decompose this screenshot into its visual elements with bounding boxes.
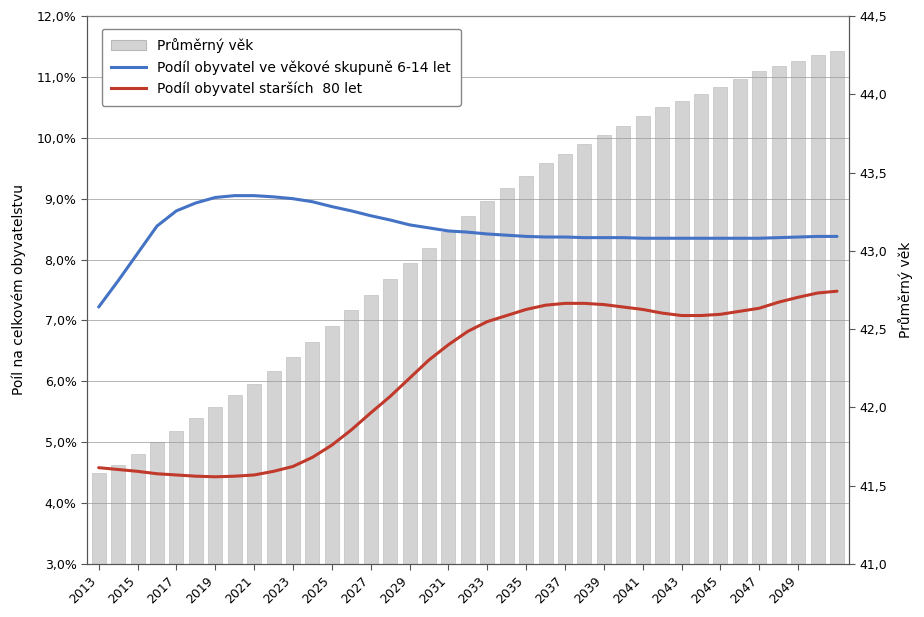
- Y-axis label: Poíl na celkovém obyvatelstvu: Poíl na celkovém obyvatelstvu: [11, 184, 26, 395]
- Bar: [442, 232, 456, 564]
- Legend: Průměrný věk, Podíl obyvatel ve věkové skupuně 6-14 let, Podíl obyvatel starších: Průměrný věk, Podíl obyvatel ve věkové s…: [102, 28, 460, 106]
- Bar: [247, 384, 261, 564]
- Bar: [752, 71, 766, 564]
- Bar: [539, 164, 553, 564]
- Bar: [383, 279, 397, 564]
- Bar: [500, 188, 514, 564]
- Bar: [111, 465, 125, 564]
- Bar: [655, 107, 669, 564]
- Bar: [597, 135, 611, 564]
- Bar: [830, 51, 844, 564]
- Bar: [578, 144, 591, 564]
- Bar: [461, 217, 475, 564]
- Bar: [266, 371, 281, 564]
- Bar: [733, 79, 747, 564]
- Bar: [558, 154, 572, 564]
- Bar: [713, 86, 727, 564]
- Bar: [480, 201, 494, 564]
- Bar: [188, 418, 202, 564]
- Bar: [91, 473, 105, 564]
- Bar: [169, 431, 183, 564]
- Bar: [208, 407, 223, 564]
- Bar: [772, 66, 785, 564]
- Bar: [130, 454, 144, 564]
- Bar: [694, 94, 708, 564]
- Bar: [675, 101, 688, 564]
- Bar: [519, 176, 533, 564]
- Bar: [364, 295, 378, 564]
- Bar: [227, 395, 242, 564]
- Bar: [791, 62, 805, 564]
- Bar: [810, 56, 824, 564]
- Bar: [422, 247, 436, 564]
- Y-axis label: Průměrný věk: Průměrný věk: [898, 242, 913, 338]
- Bar: [286, 357, 300, 564]
- Bar: [636, 116, 650, 564]
- Bar: [150, 442, 164, 564]
- Bar: [616, 126, 630, 564]
- Bar: [325, 326, 339, 564]
- Bar: [345, 310, 359, 564]
- Bar: [306, 342, 320, 564]
- Bar: [403, 263, 417, 564]
